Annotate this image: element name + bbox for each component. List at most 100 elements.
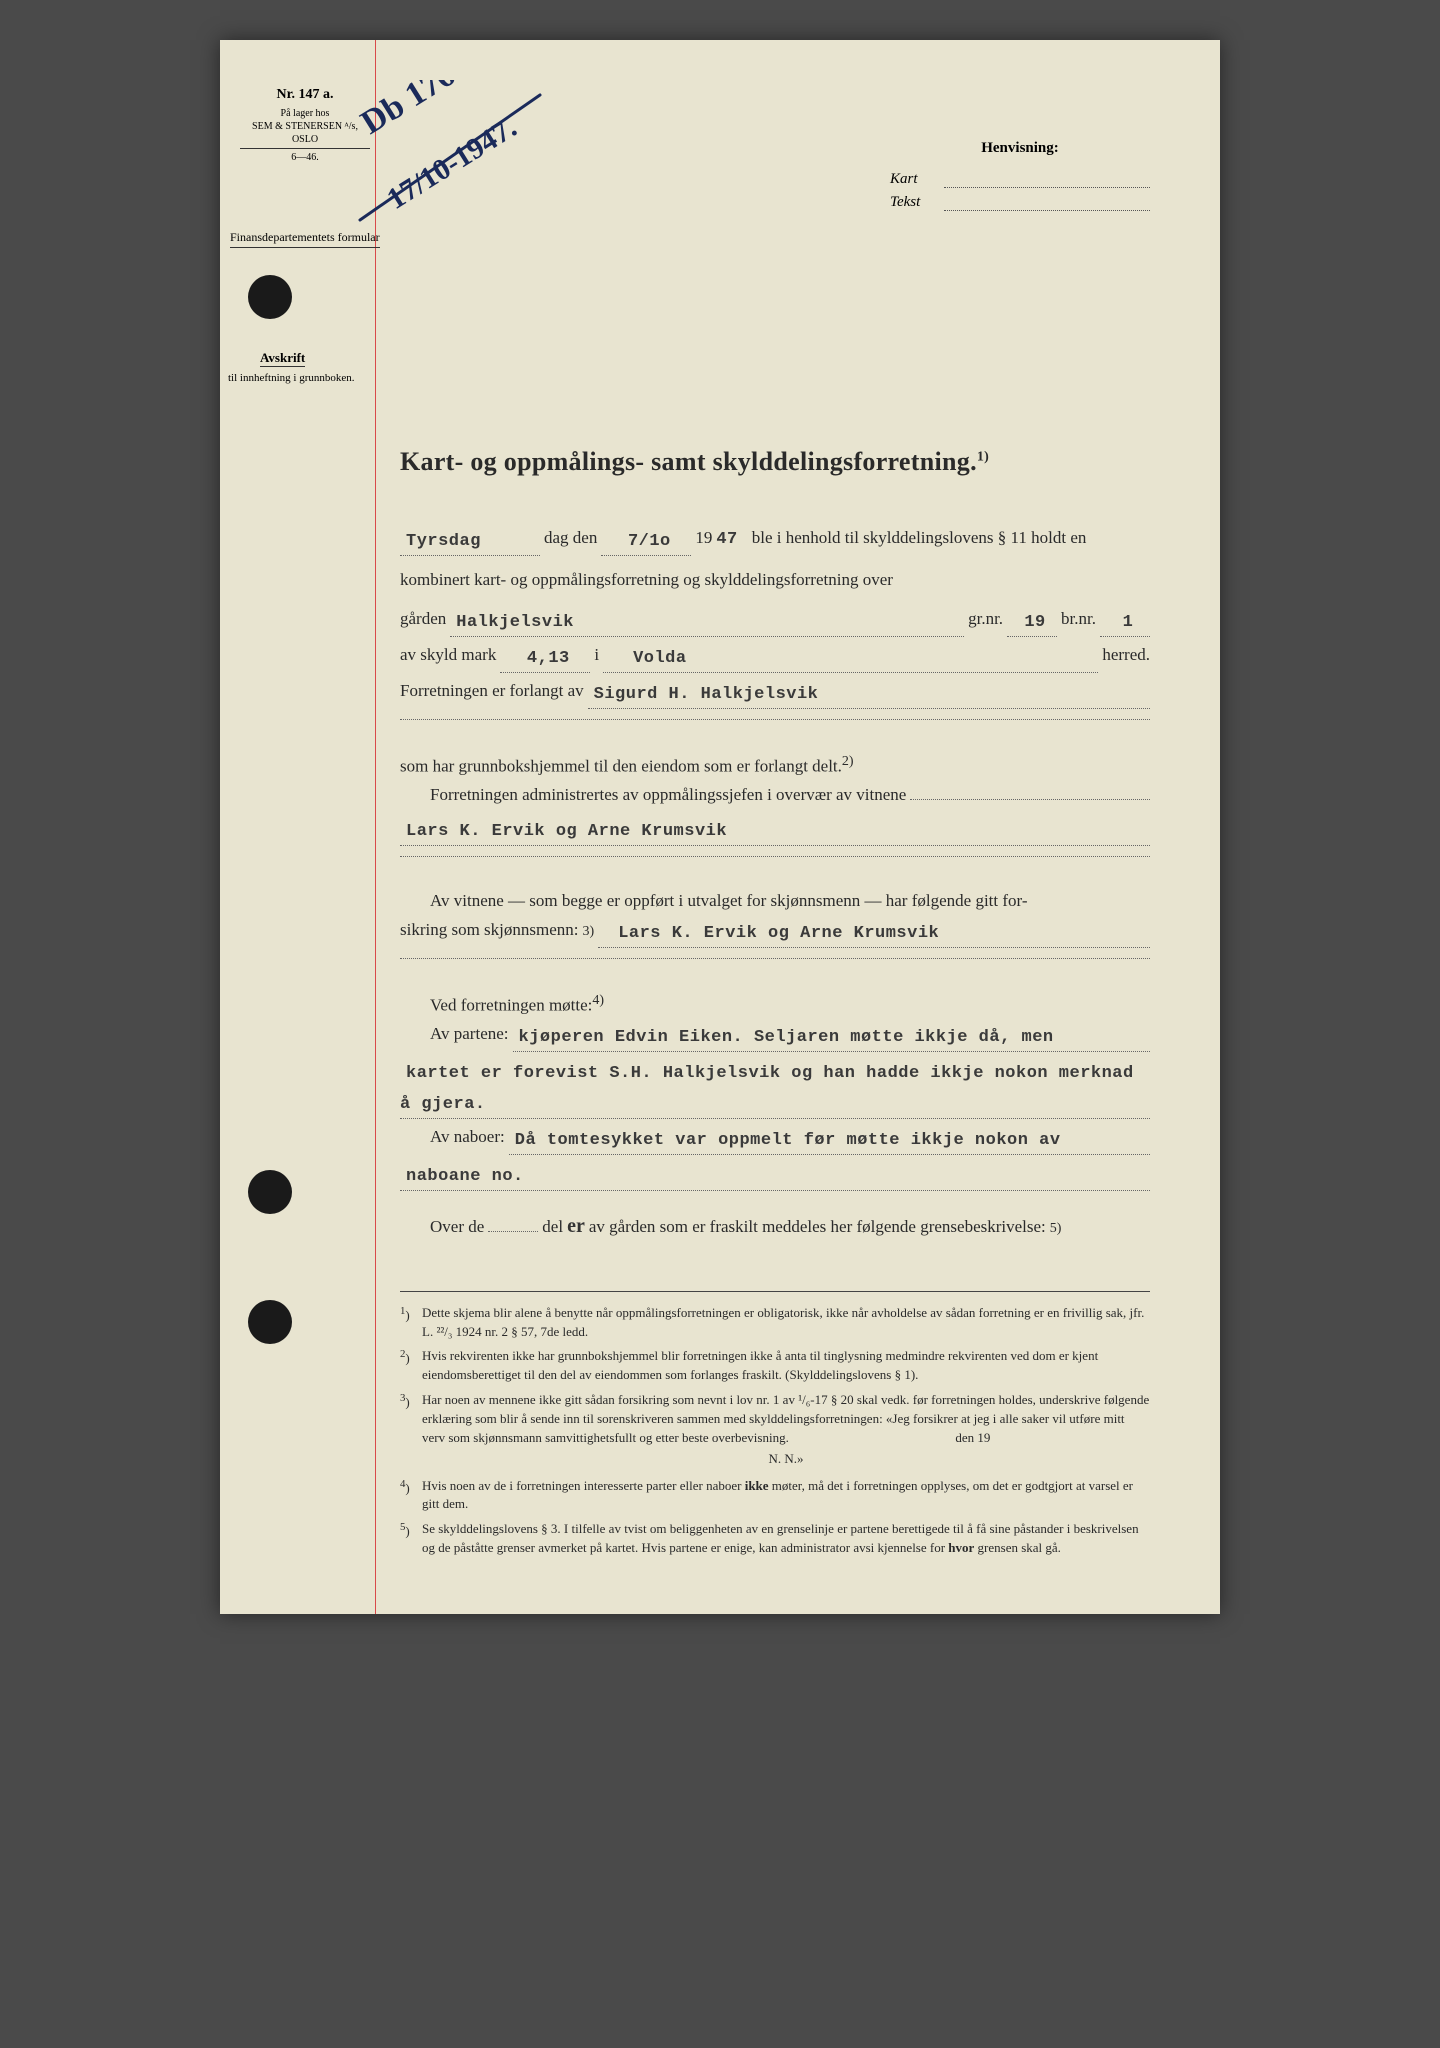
partene-line: Av partene: kjøperen Edvin Eiken. Seljar…: [430, 1020, 1150, 1052]
tekst-label: Tekst: [890, 194, 944, 211]
kart-label: Kart: [890, 171, 944, 188]
garden-line: gården Halkjelsvik gr.nr. 19 br.nr. 1: [400, 605, 1150, 637]
footnote-ref-2: 2): [842, 754, 854, 769]
brnr-label: br.nr.: [1061, 605, 1096, 634]
footnote-3a: Har noen av mennene ikke gitt sådan fors…: [422, 1392, 1149, 1445]
grunnbok-text: som har grunnbokshjemmel til den eiendom…: [400, 756, 842, 775]
vitner-value: Lars K. Ervik og Arne Krumsvik: [400, 822, 727, 841]
document-body: Kart- og oppmålings- samt skylddelingsfo…: [400, 440, 1150, 1558]
footnote-text: Dette skjema blir alene å benytte når op…: [422, 1304, 1150, 1342]
i-label: i: [594, 641, 599, 670]
footnote-3-date: den 19: [955, 1430, 990, 1445]
grunnbok-line: som har grunnbokshjemmel til den eiendom…: [400, 750, 1150, 782]
kart-value-line: [944, 171, 1150, 188]
naboer-label: Av naboer:: [430, 1123, 505, 1152]
over-pre: Over de: [430, 1213, 484, 1242]
footnote-num: 2): [400, 1347, 422, 1385]
footnote-num: 5): [400, 1520, 422, 1558]
footnote-num: 1): [400, 1304, 422, 1342]
document-title: Kart- og oppmålings- samt skylddelingsfo…: [400, 440, 1150, 484]
footnote-text: Hvis rekvirenten ikke har grunnbokshjemm…: [422, 1347, 1150, 1385]
forlangt-value: Sigurd H. Halkjelsvik: [588, 685, 819, 704]
line2: kombinert kart- og oppmålingsforretning …: [400, 566, 1150, 595]
year-value: 47: [716, 526, 737, 555]
footnote-num: 4): [400, 1477, 422, 1515]
footnote-5: 5) Se skylddelingslovens § 3. I tilfelle…: [400, 1520, 1150, 1558]
publisher-line: På lager hos: [240, 107, 370, 120]
date-line: Tyrsdag dag den 7/1o 1947 ble i henhold …: [400, 524, 1150, 556]
punch-hole: [248, 275, 292, 319]
innheft-label: til innheftning i grunnboken.: [228, 372, 354, 384]
naboer-value: Då tomtesykket var oppmelt før møtte ikk…: [509, 1131, 1061, 1150]
naboer-line-2: naboane no.: [400, 1159, 1150, 1191]
vitner-line: Lars K. Ervik og Arne Krumsvik: [400, 814, 1150, 846]
tekst-value-line: [944, 194, 1150, 211]
skyld-value: 4,13: [521, 649, 570, 668]
naboer-line: Av naboer: Då tomtesykket var oppmelt fø…: [430, 1123, 1150, 1155]
handwritten-annotation: Db 1764 17/10-1947.: [340, 80, 600, 240]
footnote-text: Se skylddelingslovens § 3. I tilfelle av…: [422, 1520, 1150, 1558]
punch-hole: [248, 1300, 292, 1344]
footnote-3-sig: N. N.»: [422, 1450, 1150, 1469]
footnote-num: 3): [400, 1391, 422, 1470]
footnotes-block: 1) Dette skjema blir alene å benytte når…: [400, 1291, 1150, 1558]
admin-text: Forretningen administrertes av oppmåling…: [430, 781, 906, 810]
weekday-value: Tyrsdag: [400, 532, 481, 551]
document-page: Nr. 147 a. På lager hos SEM & STENERSEN …: [220, 40, 1220, 1614]
henvisning-kart-row: Kart: [890, 171, 1150, 188]
punch-hole: [248, 1170, 292, 1214]
footnote-text: Hvis noen av de i forretningen interesse…: [422, 1477, 1150, 1515]
over-mid: del: [542, 1213, 563, 1242]
avskrift-label: Avskrift: [260, 350, 305, 367]
static-text: dag den: [544, 524, 597, 553]
herred-tail: herred.: [1102, 641, 1150, 670]
grnr-value: 19: [1018, 613, 1045, 632]
footnote-ref-3: 3): [583, 920, 595, 944]
garden-value: Halkjelsvik: [450, 613, 574, 632]
intro-tail: ble i henhold til skylddelingslovens § 1…: [752, 524, 1087, 553]
naboer-value-2: naboane no.: [400, 1167, 524, 1186]
blank-dotted-line: [400, 719, 1150, 720]
over-line: Over de del er av gården som er fraskilt…: [430, 1209, 1150, 1243]
sikring-line: sikring som skjønnsmenn:3) Lars K. Ervik…: [400, 916, 1150, 948]
finans-label: Finansdepartementets formular: [230, 230, 380, 248]
footnote-4: 4) Hvis noen av de i forretningen intere…: [400, 1477, 1150, 1515]
forlangt-line: Forretningen er forlangt av Sigurd H. Ha…: [400, 677, 1150, 709]
edition-code: 6—46.: [240, 151, 370, 164]
title-text: Kart- og oppmålings- samt skylddelingsfo…: [400, 447, 977, 476]
garden-label: gården: [400, 605, 446, 634]
forlangt-label: Forretningen er forlangt av: [400, 677, 584, 706]
skyld-label: av skyld mark: [400, 641, 496, 670]
henvisning-title: Henvisning:: [890, 140, 1150, 157]
form-number: Nr. 147 a.: [240, 86, 370, 104]
partene-line-2: kartet er forevist S.H. Halkjelsvik og h…: [400, 1056, 1150, 1119]
herred-value: Volda: [603, 649, 687, 668]
skyld-line: av skyld mark 4,13 i Volda herred.: [400, 641, 1150, 673]
handwritten-er: er: [567, 1209, 585, 1243]
partene-value: kjøperen Edvin Eiken. Seljaren møtte ikk…: [513, 1028, 1054, 1047]
title-footnote-ref: 1): [977, 449, 989, 464]
svg-text:Db 1764: Db 1764: [355, 80, 476, 142]
admin-line: Forretningen administrertes av oppmåling…: [430, 781, 1150, 810]
blank-dotted-line: [400, 958, 1150, 959]
footnote-text: Har noen av mennene ikke gitt sådan fors…: [422, 1391, 1150, 1470]
vitner-intro: Av vitnene — som begge er oppført i utva…: [430, 887, 1150, 916]
footnote-2: 2) Hvis rekvirenten ikke har grunnbokshj…: [400, 1347, 1150, 1385]
footnote-ref-4: 4): [592, 993, 604, 1008]
grnr-label: gr.nr.: [968, 605, 1003, 634]
motte-label: Ved forretningen møtte:: [430, 995, 592, 1014]
publisher-line: SEM & STENERSEN ᴬ/s, OSLO: [240, 120, 370, 149]
skjonnsmenn-value: Lars K. Ervik og Arne Krumsvik: [598, 924, 939, 943]
partene-label: Av partene:: [430, 1020, 509, 1049]
sikring-label: sikring som skjønnsmenn:: [400, 916, 579, 945]
partene-value-2: kartet er forevist S.H. Halkjelsvik og h…: [400, 1064, 1134, 1114]
henvisning-block: Henvisning: Kart Tekst: [890, 140, 1150, 217]
henvisning-tekst-row: Tekst: [890, 194, 1150, 211]
form-id-block: Nr. 147 a. På lager hos SEM & STENERSEN …: [240, 86, 370, 164]
footnote-ref-5: 5): [1050, 1217, 1062, 1241]
motte-label-line: Ved forretningen møtte:4): [430, 989, 1150, 1021]
footnote-3: 3) Har noen av mennene ikke gitt sådan f…: [400, 1391, 1150, 1470]
svg-text:17/10-1947.: 17/10-1947.: [381, 111, 522, 216]
static-text: 19: [695, 524, 712, 553]
footnote-1: 1) Dette skjema blir alene å benytte når…: [400, 1304, 1150, 1342]
